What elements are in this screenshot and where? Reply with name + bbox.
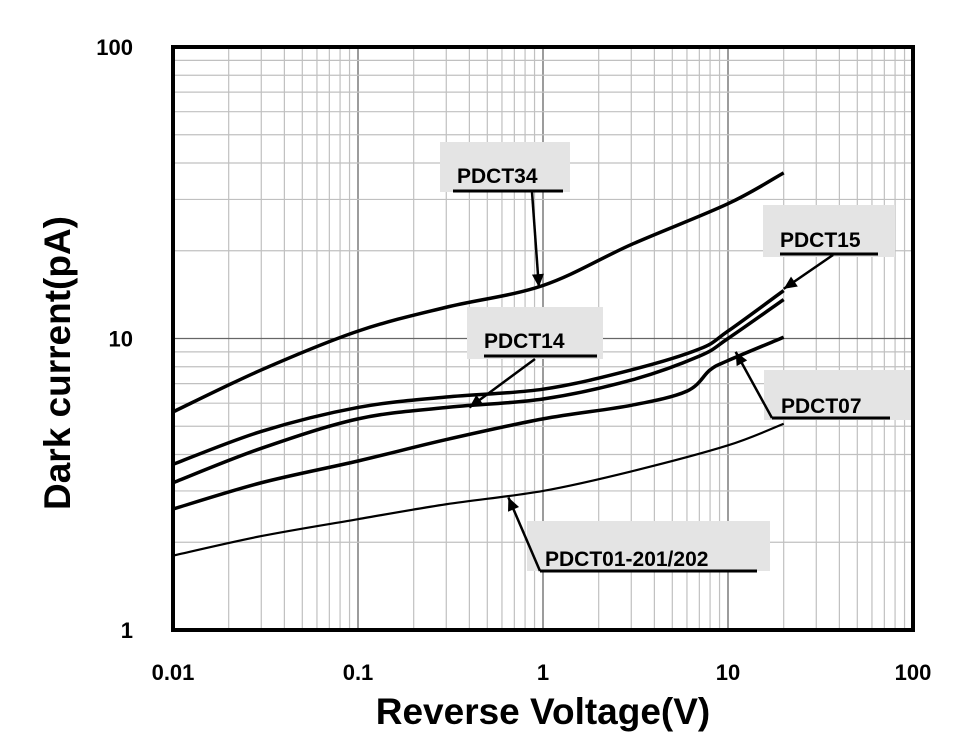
annotation-arrowhead-icon [531,273,544,288]
annotation-arrow-line [530,191,541,288]
y-tick-label: 10 [109,327,133,352]
series-line-pdct34 [172,171,785,414]
x-tick-label: 1 [537,660,549,685]
annotation-arrowhead-icon [735,351,748,367]
series-line-pdct07 [172,335,785,511]
x-tick-label: 0.1 [343,660,374,685]
plot-frame [171,45,915,632]
annotation-label-bg [440,142,570,192]
annotation-label-bg [764,370,914,420]
annotation-arrowhead-icon [508,497,520,512]
annotation-pdct15: PDCT15 [763,205,895,290]
annotation-arrowhead-icon [783,276,798,289]
annotation-label: PDCT07 [781,395,862,418]
x-tick-label: 10 [716,660,740,685]
annotation-label-bg [763,205,895,257]
annotation-label-bg [527,521,770,571]
x-tick-label: 100 [895,660,932,685]
annotation-pdct07: PDCT07 [734,351,914,420]
annotation-label: PDCT15 [780,229,861,252]
y-tick-labels: 1 10 100 [96,35,133,643]
y-tick-label: 1 [121,618,133,643]
annotation-arrow-line [507,496,542,572]
series-line-pdct15 [172,289,785,467]
annotation-label: PDCT34 [457,165,538,188]
x-axis-title: Reverse Voltage(V) [376,691,711,732]
annotations: PDCT34 PDCT15 PDCT14 PDCT07 PDCT01-201/202 [440,142,914,573]
annotation-pdct34: PDCT34 [440,142,570,288]
y-tick-label: 100 [96,35,133,60]
annotation-label: PDCT01-201/202 [545,548,708,571]
annotation-pdct01-201-202: PDCT01-201/202 [507,496,770,573]
annotation-label: PDCT14 [484,330,565,353]
annotation-arrow-line [468,357,536,409]
annotation-pdct14: PDCT14 [467,307,603,409]
x-tick-labels: 0.01 0.1 1 10 100 [152,660,932,685]
series-line-pdct01-201-202 [172,422,785,557]
series-lines [172,171,785,557]
annotation-arrowhead-icon [469,394,484,408]
x-tick-label: 0.01 [152,660,195,685]
y-axis-title: Dark current(pA) [37,216,78,510]
annotation-label-bg [467,307,603,359]
series-line-pdct14 [172,298,785,485]
